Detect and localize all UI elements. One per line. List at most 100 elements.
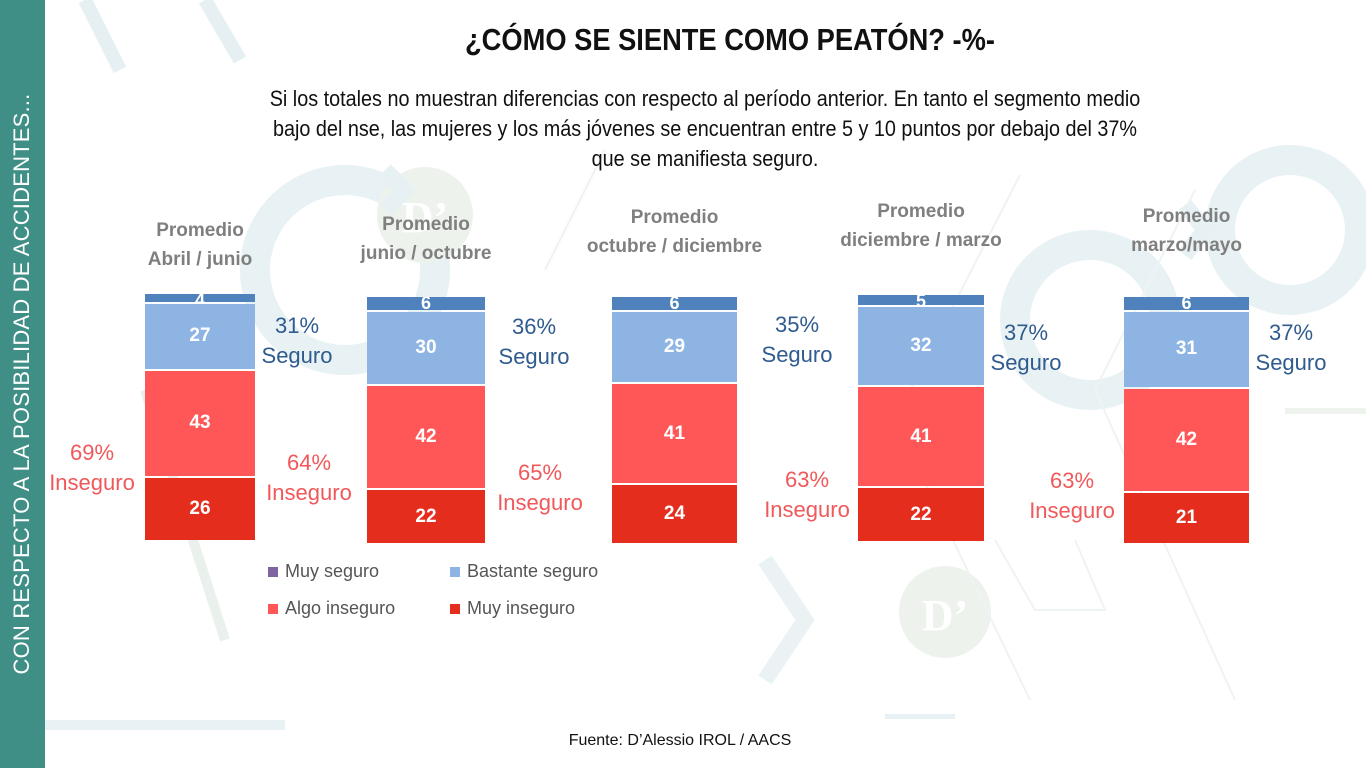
category-label: Promedio Abril / junio [148, 216, 253, 274]
background-decoration: D’ D’ [45, 0, 1366, 730]
annotation-inseguro: 69% Inseguro [49, 438, 135, 498]
annotation-inseguro: 63% Inseguro [1029, 466, 1115, 526]
bar-segment-algo-inseguro: 42 [1124, 388, 1249, 491]
data-label: 31 [1175, 338, 1198, 360]
annotation-inseguro: 65% Inseguro [497, 458, 583, 518]
data-label: 30 [415, 337, 437, 359]
annotation-inseguro: 63% Inseguro [764, 465, 850, 525]
data-label: 41 [910, 425, 932, 447]
chart-title: ¿CÓMO SE SIENTE COMO PEATÓN? -%- [465, 22, 995, 57]
legend-swatch-muy-seguro [268, 566, 278, 577]
category-label: Promedio diciembre / marzo [840, 197, 1002, 255]
annotation-seguro: 37% Seguro [1256, 318, 1327, 378]
annotation-line: Seguro [990, 350, 1062, 375]
legend-item-muy-seguro: Muy seguro [268, 561, 379, 582]
legend-swatch-muy-inseguro [450, 603, 460, 614]
annotation-line: 36% [511, 314, 557, 339]
legend-label: Muy inseguro [467, 598, 576, 618]
annotation-seguro: 35% Seguro [762, 310, 833, 370]
category-label-line: Promedio [382, 214, 470, 235]
category-label-line: Promedio [877, 201, 965, 222]
svg-text:D’: D’ [922, 591, 968, 640]
annotation-line: Inseguro [497, 490, 583, 515]
category-label: Promedio octubre / diciembre [587, 203, 762, 261]
bar-segment-algo-inseguro: 42 [367, 386, 485, 489]
annotation-line: Inseguro [49, 470, 135, 495]
data-label: 26 [189, 497, 211, 519]
source-note: Fuente: D’Alessio IROL / AACS [568, 732, 792, 749]
data-label: 6 [1181, 297, 1192, 310]
annotation-seguro: 36% Seguro [499, 312, 570, 372]
bar-segment-muy-seguro: 6 [612, 297, 737, 310]
annotation-line: 37% [1268, 320, 1314, 345]
bar-segment-muy-seguro: 4 [145, 294, 255, 302]
legend-item-muy-inseguro: Muy inseguro [450, 598, 575, 619]
svg-text:D’: D’ [402, 193, 448, 242]
bar-segment-algo-inseguro: 41 [858, 386, 984, 487]
annotation-line: 64% [286, 450, 332, 475]
data-label: 22 [415, 505, 437, 527]
data-label: 42 [1175, 428, 1198, 450]
annotation-line: 37% [1003, 320, 1049, 345]
annotation-line: 31% [274, 313, 320, 338]
bar-segment-bastante-seguro: 31 [1124, 311, 1249, 387]
category-label: Promedio marzo/mayo [1131, 202, 1242, 260]
annotation-line: Inseguro [764, 497, 850, 522]
bar-segment-muy-seguro: 6 [367, 297, 485, 310]
annotation-line: Inseguro [1029, 498, 1115, 523]
data-label: 22 [910, 503, 932, 525]
annotation-line: Seguro [761, 342, 833, 367]
category-label-line: marzo/mayo [1131, 235, 1242, 256]
sidebar: CON RESPECTO A LA POSIBILIDAD DE ACCIDEN… [0, 0, 45, 768]
chart-subtitle: Si los totales no muestran diferencias c… [269, 86, 1141, 171]
legend-swatch-algo-inseguro [268, 603, 278, 614]
category-label-line: Promedio [630, 207, 719, 228]
bar-segment-muy-seguro: 6 [1124, 297, 1249, 310]
bar-segment-muy-inseguro: 24 [612, 485, 737, 543]
category-label-line: Promedio [156, 220, 244, 241]
bar-segment-bastante-seguro: 30 [367, 311, 485, 385]
bar-segment-algo-inseguro: 43 [145, 370, 255, 476]
data-label: 24 [663, 503, 686, 525]
bar-segment-muy-inseguro: 26 [145, 477, 255, 540]
category-label-line: octubre / diciembre [586, 236, 763, 257]
category-label-line: diciembre / marzo [840, 230, 1002, 251]
data-label: 32 [910, 335, 932, 357]
bar-segment-muy-seguro: 5 [858, 295, 984, 306]
bar-segment-bastante-seguro: 32 [858, 307, 984, 385]
bar-segment-muy-inseguro: 21 [1124, 492, 1249, 543]
bar-segment-algo-inseguro: 41 [612, 383, 737, 484]
data-label: 43 [189, 412, 211, 434]
category-label-line: junio / octubre [360, 243, 492, 264]
logo-watermark-bottom [899, 566, 991, 658]
annotation-seguro: 37% Seguro [991, 318, 1062, 378]
annotation-inseguro: 64% Inseguro [266, 448, 352, 508]
category-label: Promedio junio / octubre [361, 210, 492, 268]
bar-segment-bastante-seguro: 27 [145, 303, 255, 369]
data-label: 6 [669, 297, 680, 310]
annotation-seguro: 31% Seguro [262, 311, 333, 371]
data-label: 4 [195, 294, 205, 302]
sidebar-title: CON RESPECTO A LA POSIBILIDAD DE ACCIDEN… [9, 93, 34, 675]
legend-label: Bastante seguro [467, 561, 599, 581]
annotation-line: Seguro [261, 343, 333, 368]
annotation-line: Seguro [1255, 350, 1327, 375]
data-label: 42 [415, 426, 437, 448]
legend-swatch-bastante-seguro [450, 566, 460, 577]
annotation-line: 63% [1049, 468, 1095, 493]
data-label: 5 [915, 295, 926, 306]
annotation-line: 35% [774, 312, 820, 337]
legend-label: Muy seguro [285, 561, 380, 581]
legend-item-bastante-seguro: Bastante seguro [450, 561, 598, 582]
annotation-line: 69% [69, 440, 115, 465]
annotation-line: 65% [517, 460, 563, 485]
category-label-line: Abril / junio [147, 249, 253, 270]
data-label: 27 [189, 325, 211, 347]
data-label: 29 [663, 335, 686, 357]
category-label-line: Promedio [1142, 206, 1231, 227]
legend-label: Algo inseguro [285, 598, 396, 618]
bar-segment-bastante-seguro: 29 [612, 311, 737, 382]
annotation-line: 63% [784, 467, 830, 492]
data-label: 41 [663, 422, 686, 444]
data-label: 6 [420, 297, 431, 310]
